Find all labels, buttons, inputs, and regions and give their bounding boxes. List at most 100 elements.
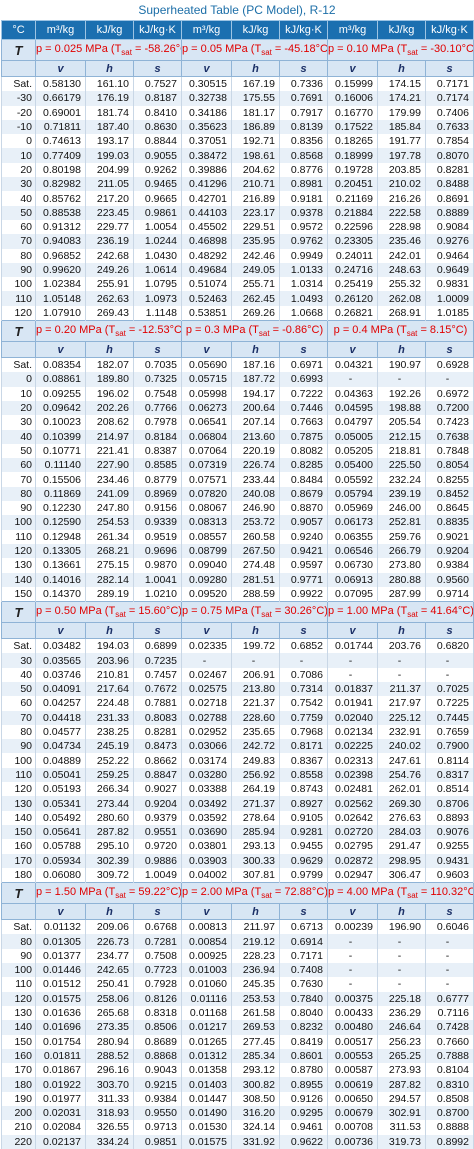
s-cell: 0.9281 [279, 824, 328, 840]
h-cell: 193.17 [85, 134, 134, 149]
table-row: 60 0.91312 229.77 1.0054 0.45502 229.51 0.9572… [1, 219, 474, 235]
s-cell: 0.8104 [425, 1063, 474, 1078]
s-cell: 0.9922 [279, 586, 328, 602]
temperature-cell: 70 [1, 710, 36, 725]
s-cell: 0.9597 [279, 558, 328, 573]
v-cell: 0.05794 [327, 486, 378, 502]
v-cell: 0.21884 [327, 205, 378, 220]
s-cell: 0.9762 [279, 234, 328, 249]
v-cell: 0.02084 [35, 1120, 86, 1135]
saturation-temperature: = -45.18°C) [271, 42, 328, 55]
v-cell: 0.38472 [181, 148, 232, 163]
s-cell: - [425, 963, 474, 978]
v-cell: 0.05005 [327, 429, 378, 444]
s-cell: 0.7325 [133, 372, 182, 387]
h-cell: - [377, 372, 426, 387]
s-cell: 0.9455 [279, 839, 328, 854]
v-cell: 0.32738 [181, 91, 232, 106]
temperature-cell: 70 [1, 234, 36, 249]
s-cell: 0.8779 [133, 472, 182, 487]
v-cell: 0.07820 [181, 486, 232, 502]
property-label-v: v [35, 341, 86, 359]
h-cell: 298.95 [377, 853, 426, 868]
s-cell: 0.7638 [425, 429, 474, 444]
v-cell: - [327, 934, 378, 949]
v-cell: 0.04577 [35, 724, 86, 740]
h-cell: 198.88 [377, 400, 426, 416]
property-label-s: s [133, 60, 182, 77]
s-cell: 0.7917 [279, 105, 328, 120]
pressure-label: p = 0.4 MPa (Tsat = 8.15°C) [327, 320, 474, 343]
s-cell: 0.7116 [425, 1005, 474, 1021]
property-label-v: v [35, 622, 86, 640]
property-label-v: v [327, 622, 378, 640]
s-cell: 0.9465 [133, 177, 182, 192]
h-cell: 261.34 [85, 529, 134, 544]
v-cell: 0.04321 [327, 357, 378, 373]
h-cell: 235.65 [231, 724, 280, 740]
s-cell: 0.9378 [279, 205, 328, 220]
v-cell: - [181, 653, 232, 668]
property-label-h: h [231, 341, 280, 359]
table-row: 140 0.05492 280.60 0.9379 0.03592 278.64 0.910… [1, 810, 474, 825]
temperature-cell: 90 [1, 501, 36, 516]
h-cell: 203.96 [85, 653, 134, 668]
temperature-cell: 170 [1, 853, 36, 868]
h-cell: 242.65 [85, 963, 134, 978]
table-row: 180 0.06080 309.72 1.0049 0.04002 307.81 0.979… [1, 867, 474, 883]
h-cell: 261.58 [231, 1005, 280, 1021]
v-cell: - [327, 653, 378, 668]
s-cell: 0.8139 [279, 119, 328, 135]
h-cell: 194.03 [85, 638, 134, 654]
unit-entropy: kJ/kg·K [425, 20, 474, 40]
v-cell: 0.01358 [181, 1063, 232, 1078]
s-cell: 0.7848 [425, 443, 474, 459]
h-cell: 302.91 [377, 1106, 426, 1121]
h-cell: 256.23 [377, 1034, 426, 1049]
temperature-cell: 190 [1, 1091, 36, 1106]
h-cell: 300.82 [231, 1077, 280, 1092]
h-cell: 282.14 [85, 572, 134, 587]
h-cell: 216.89 [231, 191, 280, 206]
table-row: 50 0.88538 223.45 0.9861 0.44103 223.17 0.9378… [1, 205, 474, 220]
h-cell: 219.12 [231, 934, 280, 949]
s-cell: 0.8645 [425, 501, 474, 516]
temperature-cell: 80 [1, 248, 36, 263]
s-cell: 0.8844 [133, 134, 182, 149]
v-cell: 0.04257 [35, 696, 86, 711]
v-cell: 0.06080 [35, 867, 86, 883]
h-cell: 280.88 [377, 572, 426, 587]
temperature-cell: 10 [1, 148, 36, 163]
v-cell: 0.01132 [35, 919, 86, 935]
h-cell: 266.79 [377, 543, 426, 559]
h-cell: 268.21 [85, 543, 134, 559]
property-label-s: s [279, 341, 328, 359]
v-cell: 0.01446 [35, 963, 86, 978]
table-row: 90 0.04734 245.19 0.8473 0.03066 242.72 0.8171… [1, 739, 474, 754]
h-cell: 268.91 [377, 305, 426, 321]
h-cell: 221.41 [85, 443, 134, 459]
table-row: Sat. 0.03482 194.03 0.6899 0.02335 199.72 0.68… [1, 638, 474, 654]
v-cell: - [327, 963, 378, 978]
s-cell: 0.7900 [425, 739, 474, 754]
v-cell: 0.01530 [181, 1120, 232, 1135]
temperature-cell: 50 [1, 205, 36, 220]
h-cell: 265.68 [85, 1005, 134, 1021]
v-cell: 0.05592 [327, 472, 378, 487]
tsat-subscript: sat [258, 329, 270, 339]
s-cell: 0.8780 [279, 1063, 328, 1078]
property-label-h: h [85, 60, 134, 77]
s-cell: 0.8870 [279, 501, 328, 516]
h-cell: 288.59 [231, 586, 280, 602]
v-cell: 0.00587 [327, 1063, 378, 1078]
v-cell: 0.06173 [327, 515, 378, 530]
s-cell: - [425, 948, 474, 964]
table-row: 110 1.05148 262.63 1.0973 0.52463 262.45 1.049… [1, 291, 474, 306]
v-cell: 0.12948 [35, 529, 86, 544]
h-cell: 291.47 [377, 839, 426, 854]
v-cell: 0.10771 [35, 443, 86, 459]
s-cell: 1.0049 [133, 867, 182, 883]
h-cell: 277.45 [231, 1034, 280, 1049]
units-header-row: °C m³/kg kJ/kg kJ/kg·K m³/kg kJ/kg kJ/kg… [1, 20, 474, 40]
v-cell: 0.01754 [35, 1034, 86, 1049]
